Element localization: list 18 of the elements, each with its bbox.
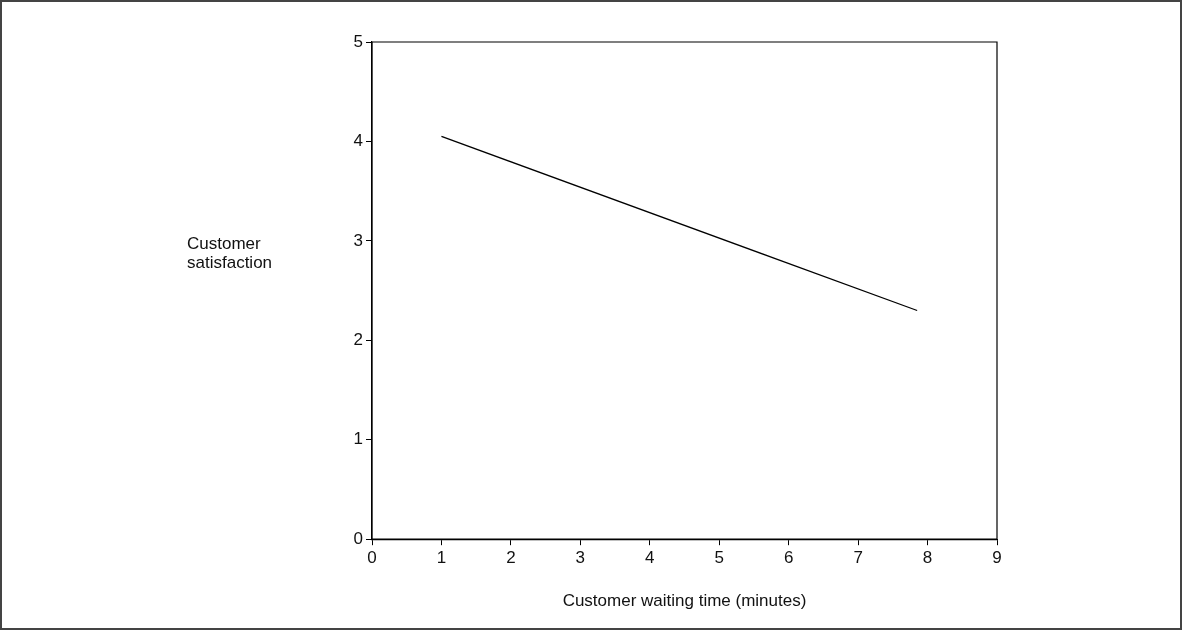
x-tick-label: 3 [575,548,586,568]
x-tick-label: 5 [714,548,724,568]
x-tick-label: 8 [922,548,933,568]
y-tick-label: 4 [353,131,363,151]
x-tick-label: 0 [367,548,377,568]
x-tick-label: 9 [992,548,1002,568]
y-axis-title: Customer satisfaction [187,234,274,272]
y-tick-label: 2 [353,330,363,350]
y-tick-label: 3 [353,230,363,250]
y-tick-label: 1 [353,429,363,449]
y-tick-label: 0 [353,528,363,548]
x-tick-label: 2 [506,548,516,568]
x-tick-label: 4 [645,548,655,568]
x-tick-label: 7 [853,548,863,568]
x-tick-label: 6 [783,548,794,568]
x-tick-label: 1 [436,548,447,568]
y-tick-label: 5 [353,31,363,51]
x-axis-title: Customer waiting time (minutes) [562,591,807,611]
